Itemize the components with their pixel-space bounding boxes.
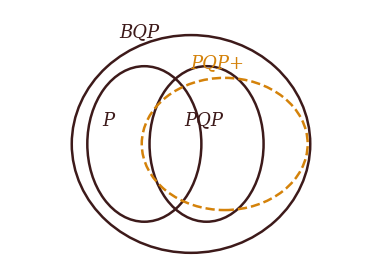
Text: PQP: PQP	[185, 112, 223, 130]
Text: PQP+: PQP+	[190, 54, 244, 73]
Text: P: P	[102, 112, 114, 130]
Text: BQP: BQP	[119, 24, 159, 41]
